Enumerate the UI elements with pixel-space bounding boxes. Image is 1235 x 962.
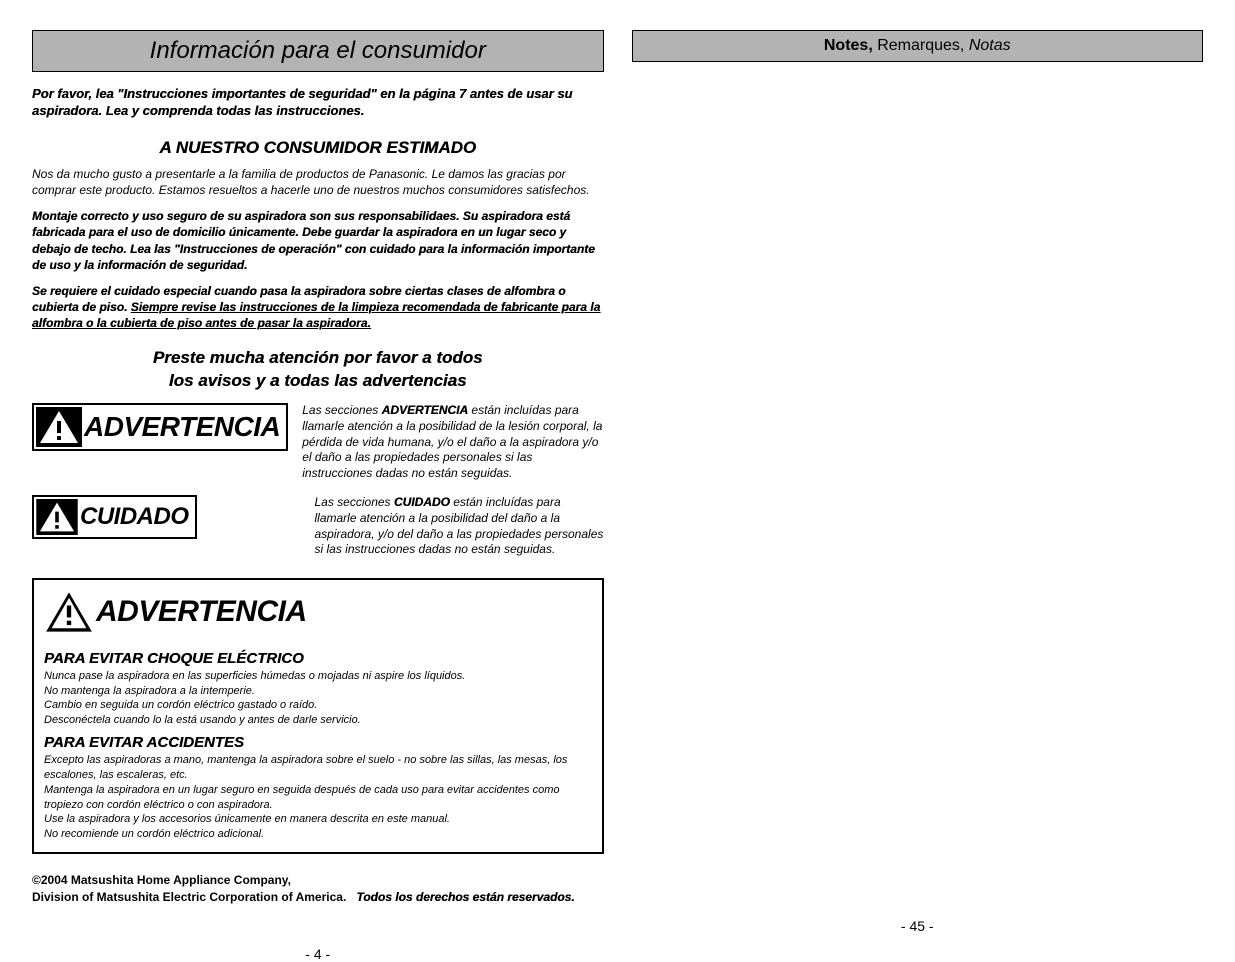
box-line: Nunca pase la aspiradora en las superfic…	[44, 669, 590, 684]
copyright-line2a: Division of Matsushita Electric Corporat…	[32, 890, 346, 904]
box-line: Excepto las aspiradoras a mano, mantenga…	[44, 753, 590, 783]
warning-desc-cuidado: Las secciones CUIDADO están incluídas pa…	[315, 495, 604, 557]
paragraph-1: Nos da mucho gusto a presentarle a la fa…	[32, 166, 604, 198]
warning-label-cuidado: CUIDADO	[32, 495, 197, 539]
page-left: Información para el consumidor Por favor…	[18, 30, 618, 934]
attention-line1: Preste mucha atención por favor a todos	[153, 348, 483, 367]
intro-paragraph: Por favor, lea "Instrucciones importante…	[32, 86, 604, 120]
box-heading-shock: PARA EVITAR CHOQUE ELÉCTRICO	[44, 650, 590, 667]
paragraph-2: Montaje correcto y uso seguro de su aspi…	[32, 208, 604, 273]
warning-box-label: ADVERTENCIA	[44, 590, 307, 634]
attention-heading: Preste mucha atención por favor a todos …	[32, 347, 604, 393]
copyright: ©2004 Matsushita Home Appliance Company,…	[32, 872, 604, 906]
attention-line2: los avisos y a todas las advertencias	[169, 371, 467, 390]
box-line: No recomiende un cordón eléctrico adicio…	[44, 827, 590, 842]
box-line: Use la aspiradora y los accesorios única…	[44, 812, 590, 827]
warning-label-text: CUIDADO	[80, 503, 189, 531]
paragraph-3: Se requiere el cuidado especial cuando p…	[32, 283, 604, 332]
warning-desc-advertencia: Las secciones ADVERTENCIA están incluída…	[302, 403, 603, 481]
warning-triangle-icon	[36, 499, 78, 535]
warning-row-advertencia: ADVERTENCIA Las secciones ADVERTENCIA es…	[32, 403, 604, 481]
title-bar-right: Notes, Remarques, Notas	[632, 30, 1204, 62]
warning-triangle-icon	[36, 407, 82, 447]
heading-consumer: A NUESTRO CONSUMIDOR ESTIMADO	[32, 138, 604, 158]
box-line: Mantenga la aspiradora en un lugar segur…	[44, 783, 590, 813]
box-line: No mantenga la aspiradora a la intemperi…	[44, 684, 590, 699]
page-number-right: - 45 -	[632, 878, 1204, 934]
copyright-line2b: Todos los derechos están reservados.	[356, 890, 574, 904]
warning-row-cuidado: CUIDADO Las secciones CUIDADO están incl…	[32, 495, 604, 557]
page-number-left: - 4 -	[32, 906, 604, 962]
copyright-line1: ©2004 Matsushita Home Appliance Company,	[32, 873, 291, 887]
box-line: Cambio en seguida un cordón eléctrico ga…	[44, 698, 590, 713]
warning-box: ADVERTENCIA PARA EVITAR CHOQUE ELÉCTRICO…	[32, 578, 604, 854]
warning-box-label-text: ADVERTENCIA	[96, 595, 307, 629]
warning-triangle-icon	[44, 590, 94, 634]
warning-label-advertencia: ADVERTENCIA	[32, 403, 288, 451]
page-title: Información para el consumidor	[150, 37, 486, 64]
title-bar-left: Información para el consumidor	[32, 30, 604, 72]
warning-label-text: ADVERTENCIA	[84, 411, 280, 443]
box-heading-accident: PARA EVITAR ACCIDENTES	[44, 734, 590, 751]
page-right: Notes, Remarques, Notas - 45 -	[618, 30, 1218, 934]
notes-title: Notes, Remarques, Notas	[824, 37, 1011, 54]
box-line: Desconéctela cuando lo la está usando y …	[44, 713, 590, 728]
